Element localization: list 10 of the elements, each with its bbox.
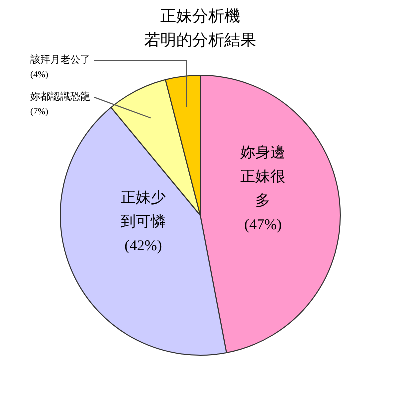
chart-title: 正妹分析機 [160,8,240,26]
slice-label: 該拜月老公了 [30,54,90,66]
slice-label: 妳身邊正妹很多 [240,144,286,210]
data-label: (47%) [244,218,282,234]
slice-label: 妳都認識恐龍 [30,91,90,103]
chart-subtitle: 若明的分析結果 [144,32,256,50]
data-label: (42%) [124,238,162,254]
data-label: (7%) [30,106,48,116]
data-label: (4%) [30,70,48,80]
slice-label: 正妹少到可憐 [120,189,166,230]
